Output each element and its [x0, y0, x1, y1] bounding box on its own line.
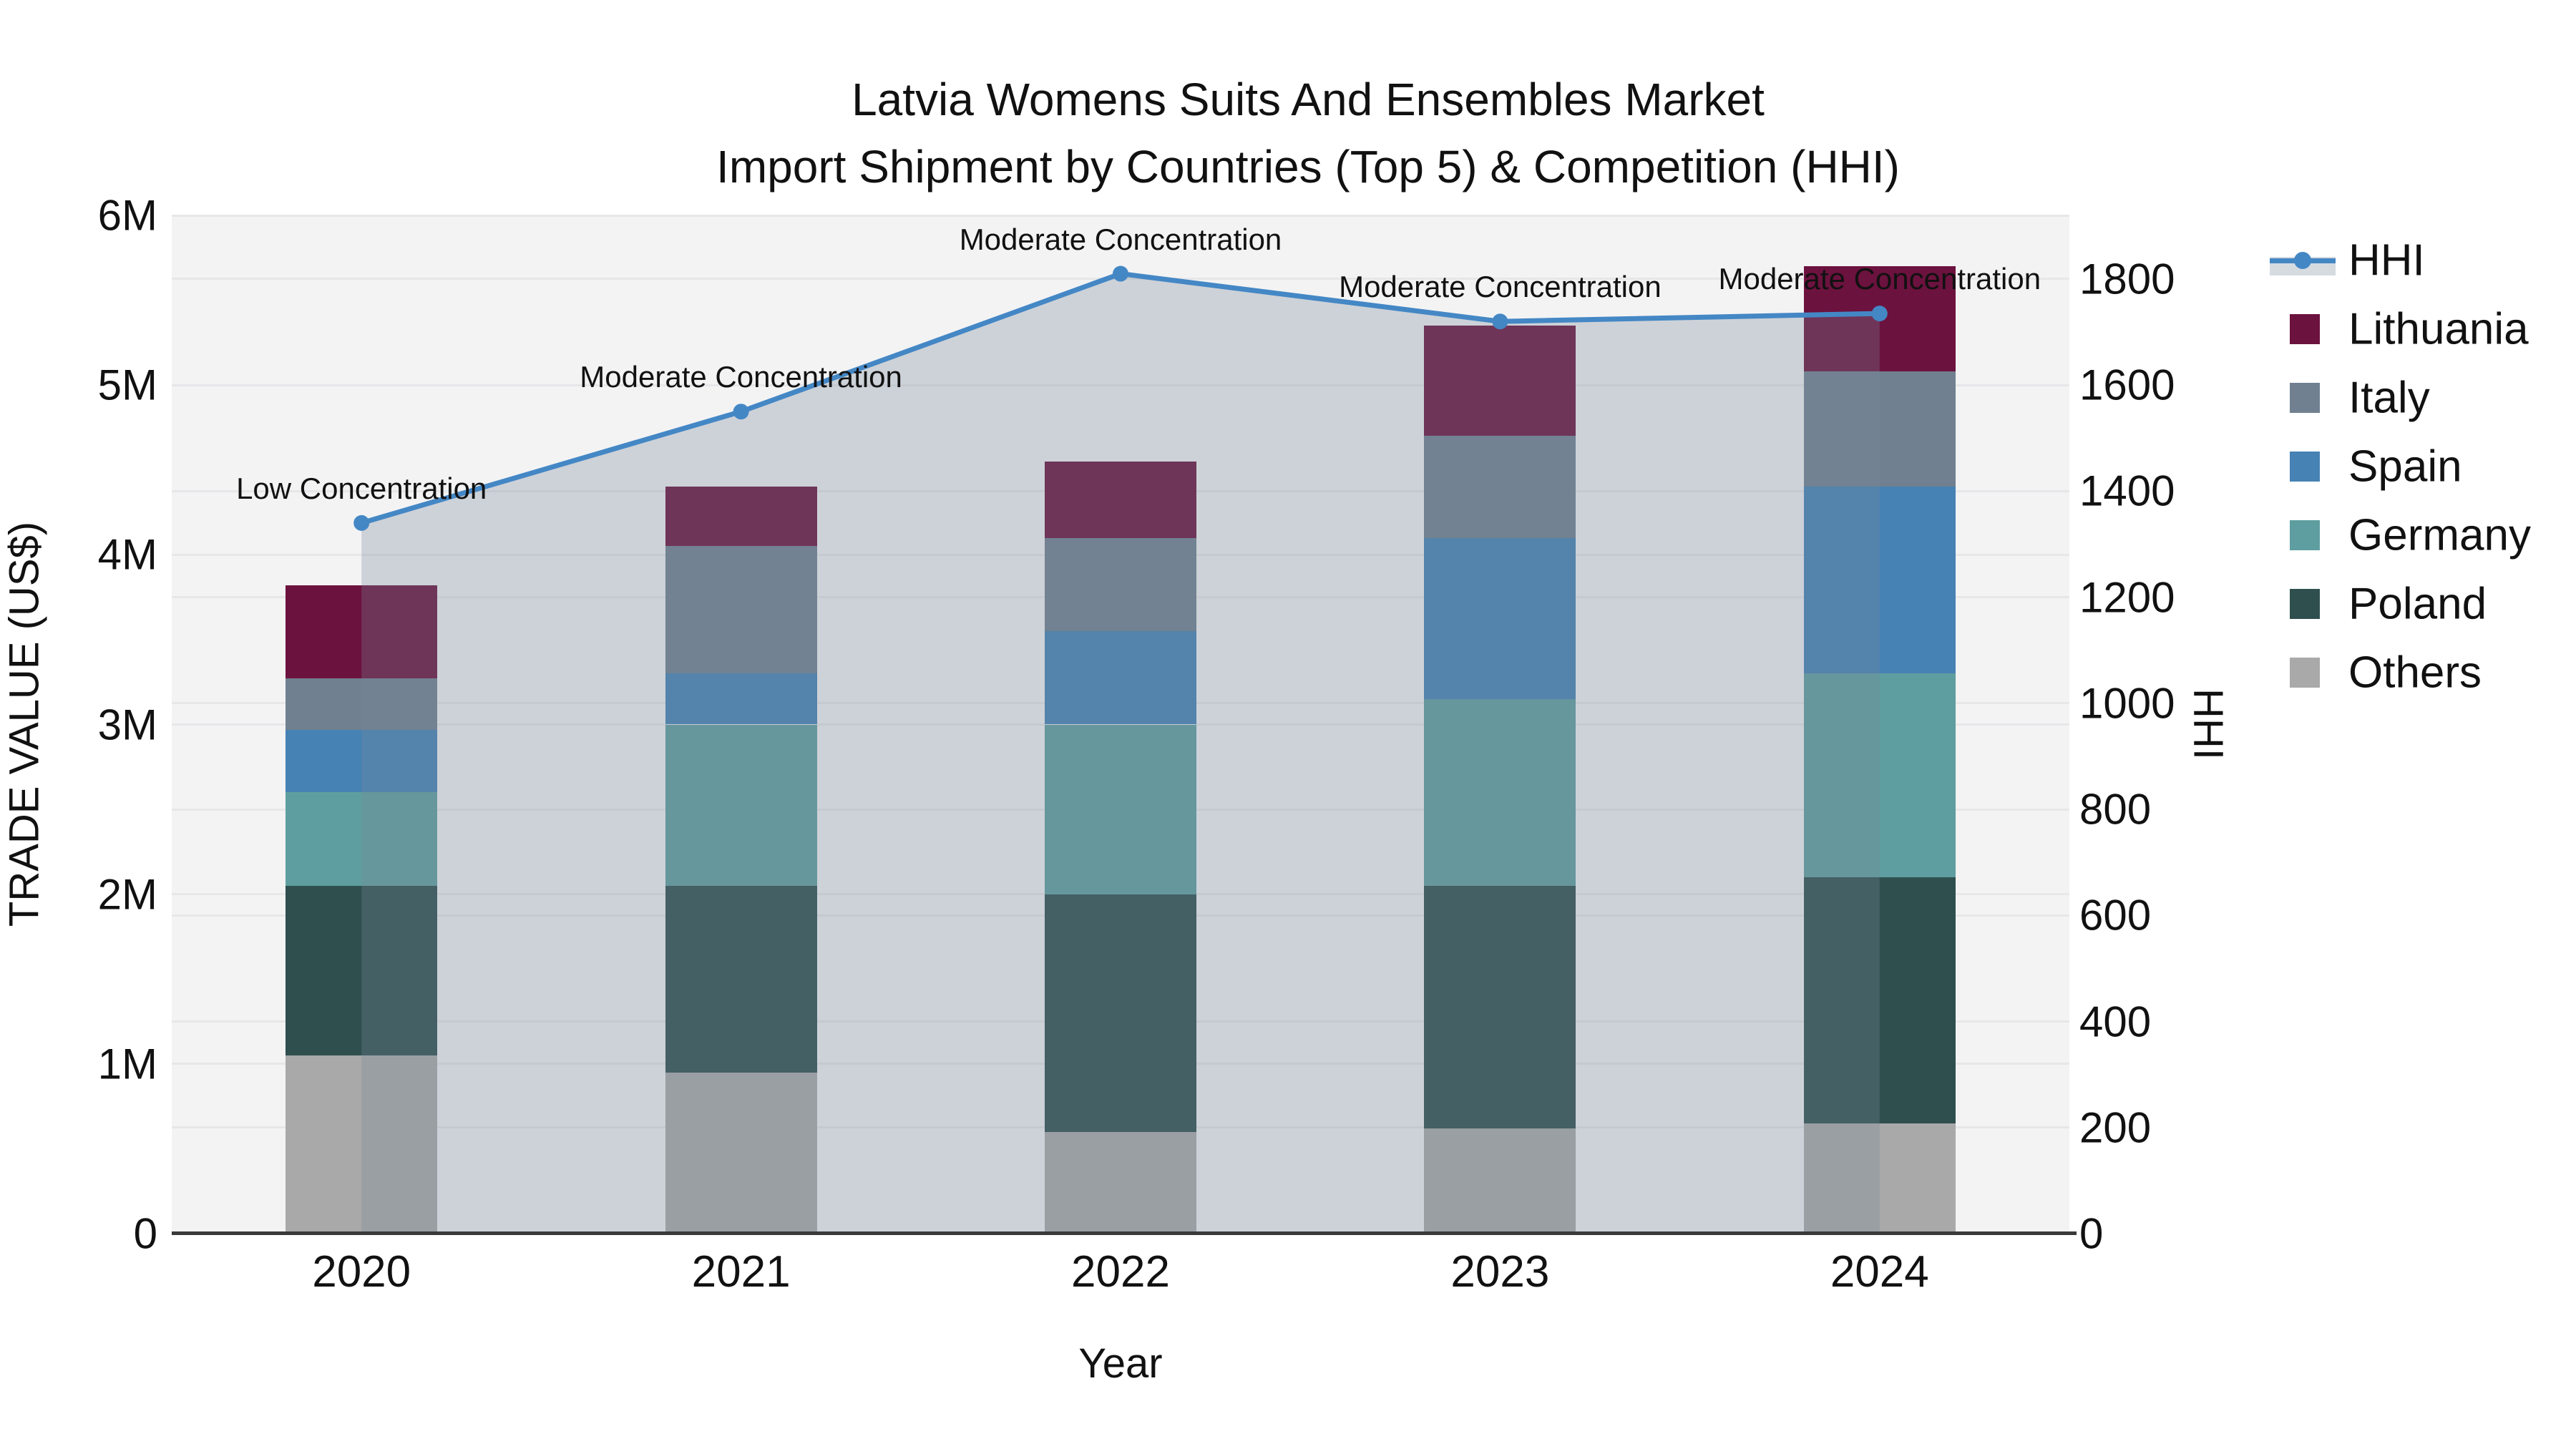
chart-title-line2: Import Shipment by Countries (Top 5) & C… [716, 141, 1900, 192]
legend-label: Italy [2348, 373, 2430, 423]
y-left-tick-label: 3M [97, 701, 157, 748]
bar-segment-italy-2024[interactable] [1803, 371, 1956, 487]
bar-segment-lithuania-2021[interactable] [665, 487, 817, 547]
y-right-tick-label: 600 [2079, 891, 2152, 940]
annotation-2024: Moderate Concentration [1718, 262, 2041, 296]
legend-label: Poland [2348, 579, 2487, 629]
bar-segment-poland-2021[interactable] [665, 885, 817, 1073]
bar-segment-spain-2022[interactable] [1045, 631, 1196, 725]
legend-item-germany[interactable]: Germany [2254, 501, 2576, 570]
y-right-tick-label: 1600 [2079, 361, 2175, 409]
annotation-2021: Moderate Concentration [580, 360, 902, 394]
bar-segment-italy-2021[interactable] [665, 546, 817, 674]
bar-segment-poland-2020[interactable] [286, 885, 438, 1055]
legend-item-spain[interactable]: Spain [2254, 432, 2576, 501]
gridline [172, 214, 2069, 217]
annotation-2020: Low Concentration [236, 471, 487, 505]
bar-segment-germany-2023[interactable] [1424, 698, 1576, 886]
y-right-tick-label: 1800 [2079, 255, 2175, 303]
bar-segment-others-2021[interactable] [665, 1072, 817, 1234]
y-right-tick-label: 400 [2079, 997, 2152, 1046]
y-right-tick-label: 1200 [2079, 573, 2175, 622]
gridline [172, 384, 2069, 386]
y-right-tick-label: 200 [2079, 1103, 2152, 1152]
bar-segment-others-2024[interactable] [1803, 1123, 1956, 1234]
x-tick-label-2021: 2021 [691, 1247, 791, 1297]
legend-swatch-germany [2290, 520, 2320, 550]
bar-segment-spain-2020[interactable] [286, 729, 438, 793]
y-right-tick-label: 0 [2079, 1209, 2104, 1258]
legend-swatch-lithuania [2290, 314, 2320, 344]
hhi-marker-2024[interactable] [1871, 306, 1888, 322]
x-tick-label-2023: 2023 [1450, 1247, 1550, 1297]
y-left-tick-label: 2M [97, 870, 157, 919]
x-axis-title: Year [1078, 1340, 1163, 1387]
legend-item-poland[interactable]: Poland [2254, 570, 2576, 638]
bar-segment-others-2020[interactable] [286, 1055, 438, 1234]
y-right-tick-label: 1400 [2079, 467, 2175, 515]
bar-segment-spain-2024[interactable] [1803, 487, 1956, 674]
hhi-marker-2021[interactable] [733, 404, 749, 420]
bar-segment-lithuania-2020[interactable] [286, 585, 438, 679]
bar-segment-germany-2024[interactable] [1803, 673, 1956, 877]
bar-segment-lithuania-2022[interactable] [1045, 461, 1196, 538]
x-tick-label-2020: 2020 [312, 1247, 411, 1297]
y-left-tick-label: 0 [133, 1209, 157, 1258]
y-right-tick-label: 1000 [2079, 679, 2175, 728]
hhi-area-fill[interactable] [361, 273, 1880, 1234]
bar-segment-spain-2021[interactable] [665, 673, 817, 725]
legend-label: Germany [2348, 510, 2531, 560]
y-left-tick-label: 6M [97, 191, 157, 240]
legend-item-italy[interactable]: Italy [2254, 364, 2576, 432]
bar-segment-germany-2022[interactable] [1045, 724, 1196, 894]
bar-segment-germany-2021[interactable] [665, 724, 817, 886]
annotation-2022: Moderate Concentration [959, 222, 1282, 256]
bar-segment-others-2023[interactable] [1424, 1128, 1576, 1234]
legend-label: Others [2348, 648, 2482, 698]
bar-segment-germany-2020[interactable] [286, 792, 438, 886]
legend-item-hhi[interactable]: HHI [2254, 226, 2576, 295]
bar-segment-poland-2022[interactable] [1045, 894, 1196, 1132]
legend-item-lithuania[interactable]: Lithuania [2254, 295, 2576, 364]
hhi-overlay [353, 265, 1888, 1234]
hhi-marker-2020[interactable] [353, 514, 370, 531]
y-left-tick-label: 4M [97, 530, 157, 579]
y-right-tick-label: 800 [2079, 785, 2152, 834]
legend-label: Lithuania [2348, 304, 2529, 354]
x-axis-line [172, 1231, 2077, 1235]
bar-segment-spain-2023[interactable] [1424, 537, 1576, 699]
hhi-marker-2022[interactable] [1113, 265, 1128, 282]
legend-label: Spain [2348, 441, 2462, 492]
annotation-2023: Moderate Concentration [1339, 270, 1662, 304]
bar-segment-poland-2023[interactable] [1424, 885, 1576, 1128]
x-tick-label-2024: 2024 [1830, 1247, 1929, 1297]
y-left-tick-label: 5M [97, 361, 157, 409]
bar-segment-italy-2022[interactable] [1045, 537, 1196, 632]
legend-item-others[interactable]: Others [2254, 638, 2576, 707]
y-left-axis-title: TRADE VALUE (US$) [1, 521, 48, 927]
legend-label: HHI [2348, 235, 2425, 286]
legend-swatch-spain [2290, 452, 2320, 482]
bar-segment-lithuania-2023[interactable] [1424, 326, 1576, 436]
plot-area [172, 214, 2069, 1234]
legend-swatch-others [2290, 658, 2320, 688]
y-left-tick-label: 1M [97, 1040, 157, 1088]
bar-segment-poland-2024[interactable] [1803, 877, 1956, 1123]
bar-segment-others-2022[interactable] [1045, 1131, 1196, 1234]
bar-segment-italy-2023[interactable] [1424, 436, 1576, 538]
chart-title-line1: Latvia Womens Suits And Ensembles Market [852, 74, 1765, 125]
y-right-axis-title: HHI [2185, 688, 2232, 760]
x-tick-label-2022: 2022 [1071, 1247, 1170, 1297]
legend-swatch-italy [2290, 383, 2320, 413]
bar-segment-italy-2020[interactable] [286, 678, 438, 730]
chart-title: Latvia Womens Suits And Ensembles Market… [716, 66, 1900, 200]
hhi-legend-dot [2294, 252, 2311, 269]
hhi-marker-2023[interactable] [1492, 313, 1508, 330]
legend-swatch-poland [2290, 589, 2320, 619]
